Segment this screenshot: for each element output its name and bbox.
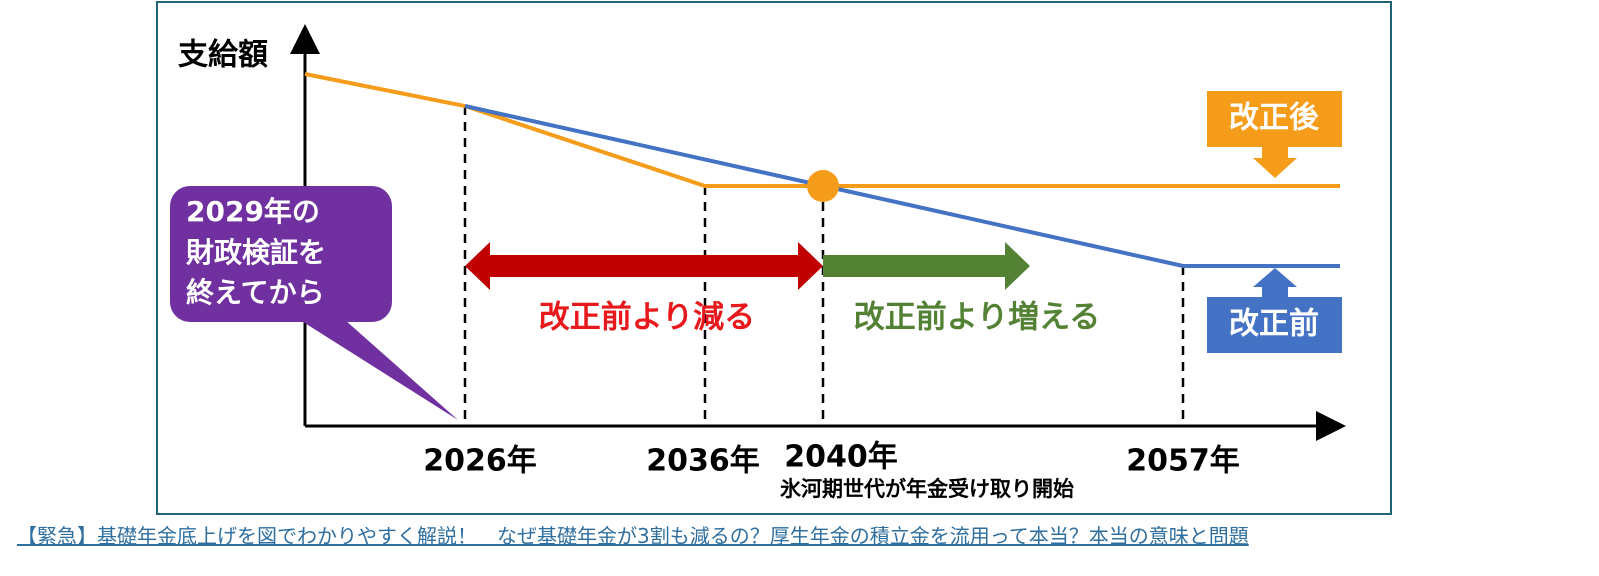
x-label: 2036年 (646, 444, 760, 479)
diagram: 支給額 改正前より減る 改正前より増える 2029年の 財政検証を 終えてから … (156, 1, 1392, 515)
cross-point (807, 170, 839, 202)
decrease-arrow (465, 242, 823, 290)
increase-label: 改正前より増える (854, 300, 1100, 336)
after-pointer (1253, 147, 1297, 178)
callout-line: 財政検証を (186, 236, 326, 269)
article-link[interactable]: 【緊急】基礎年金底上げを図でわかりやすく解説！ なぜ基礎年金が3割も減るの？厚生… (17, 524, 1249, 548)
after-box (1207, 91, 1342, 147)
increase-arrow (823, 242, 1030, 290)
before-box (1207, 297, 1342, 353)
y-axis-label: 支給額 (178, 38, 268, 73)
decrease-label: 改正前より減る (539, 300, 755, 336)
callout-box (170, 186, 392, 322)
callout-line: 2029年の (186, 195, 320, 228)
note: 氷河期世代が年金受け取り開始 (780, 477, 1074, 501)
x-label: 2026年 (423, 444, 537, 479)
before-pointer (1253, 268, 1297, 297)
x-label: 2040年 (784, 440, 898, 475)
frame (156, 1, 1392, 515)
callout-line: 終えてから (186, 276, 325, 309)
before-legend: 改正前 (1229, 307, 1319, 342)
after-legend: 改正後 (1229, 101, 1320, 136)
after-line (304, 72, 1340, 188)
before-line (464, 104, 1340, 268)
x-label: 2057年 (1126, 444, 1240, 479)
callout-tail (300, 320, 458, 420)
